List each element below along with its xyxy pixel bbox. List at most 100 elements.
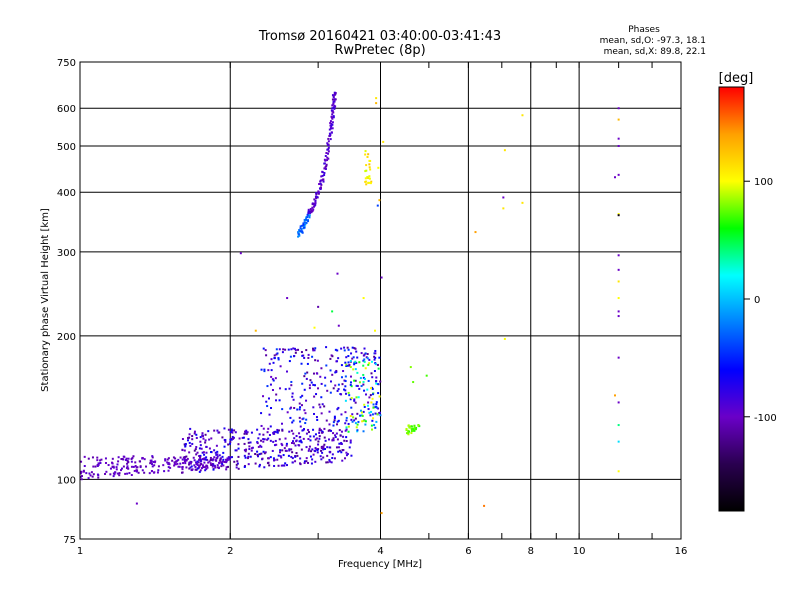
data-point bbox=[483, 504, 486, 507]
data-point bbox=[132, 455, 135, 458]
data-point bbox=[143, 458, 146, 461]
data-point bbox=[149, 462, 152, 465]
data-point bbox=[378, 199, 381, 202]
chart-title: Tromsø 20160421 03:40:00-03:41:43 bbox=[258, 29, 501, 44]
data-point bbox=[298, 416, 301, 419]
data-point bbox=[317, 305, 320, 308]
data-point bbox=[210, 450, 213, 453]
data-point bbox=[294, 444, 297, 447]
data-point bbox=[91, 456, 94, 459]
colorbar-label: [deg] bbox=[719, 71, 754, 86]
data-point bbox=[306, 362, 309, 365]
data-point bbox=[197, 461, 200, 464]
data-point bbox=[291, 392, 294, 395]
data-point bbox=[202, 451, 205, 454]
data-point bbox=[318, 435, 321, 438]
data-point bbox=[111, 457, 114, 460]
data-point bbox=[325, 163, 328, 166]
data-point bbox=[317, 448, 320, 451]
data-point bbox=[177, 465, 180, 468]
data-point bbox=[329, 120, 332, 123]
data-point bbox=[305, 457, 308, 460]
data-point bbox=[306, 213, 309, 216]
data-point bbox=[203, 453, 206, 456]
data-point bbox=[124, 472, 127, 475]
data-point bbox=[139, 465, 142, 468]
data-point bbox=[365, 183, 368, 186]
data-point bbox=[211, 465, 214, 468]
data-point bbox=[198, 447, 201, 450]
data-point bbox=[276, 458, 279, 461]
data-point bbox=[370, 410, 373, 413]
data-point bbox=[617, 310, 620, 313]
data-point bbox=[315, 437, 318, 440]
y-tick-label: 200 bbox=[57, 332, 76, 343]
data-point bbox=[295, 435, 298, 438]
data-point bbox=[371, 419, 374, 422]
data-point bbox=[200, 467, 203, 470]
data-point bbox=[173, 464, 176, 467]
data-point bbox=[135, 469, 138, 472]
data-point bbox=[218, 431, 221, 434]
data-point bbox=[332, 116, 335, 119]
data-point bbox=[294, 455, 297, 458]
data-point bbox=[331, 117, 334, 120]
data-point bbox=[268, 413, 271, 416]
data-point bbox=[287, 454, 290, 457]
data-point bbox=[302, 222, 305, 225]
data-point bbox=[365, 164, 368, 167]
data-point bbox=[334, 434, 337, 437]
data-point bbox=[292, 432, 295, 435]
data-point bbox=[343, 346, 346, 349]
data-point bbox=[221, 436, 224, 439]
x-tick-label: 2 bbox=[227, 546, 233, 557]
data-point bbox=[130, 465, 133, 468]
data-point bbox=[194, 448, 197, 451]
data-point bbox=[347, 361, 350, 364]
data-point bbox=[354, 379, 357, 382]
data-point bbox=[331, 355, 334, 358]
data-point bbox=[188, 467, 191, 470]
data-point bbox=[375, 420, 378, 423]
data-point bbox=[309, 208, 312, 211]
data-point bbox=[194, 465, 197, 468]
data-point bbox=[229, 438, 232, 441]
data-point bbox=[278, 399, 281, 402]
data-point bbox=[191, 468, 194, 471]
data-point bbox=[88, 472, 91, 475]
data-point bbox=[318, 431, 321, 434]
data-point bbox=[204, 458, 207, 461]
data-point bbox=[315, 193, 318, 196]
data-point bbox=[279, 455, 282, 458]
data-point bbox=[122, 465, 125, 468]
data-point bbox=[361, 414, 364, 417]
data-point bbox=[184, 443, 187, 446]
data-point bbox=[331, 453, 334, 456]
data-point bbox=[156, 471, 159, 474]
data-point bbox=[297, 235, 300, 238]
data-point bbox=[280, 442, 283, 445]
data-point bbox=[104, 461, 107, 464]
data-point bbox=[79, 475, 82, 478]
data-point bbox=[617, 254, 620, 257]
data-point bbox=[330, 125, 333, 128]
y-tick-label: 750 bbox=[57, 58, 76, 69]
data-point bbox=[260, 452, 263, 455]
data-point bbox=[285, 444, 288, 447]
data-point bbox=[345, 428, 348, 431]
data-point bbox=[312, 349, 315, 352]
data-point bbox=[346, 364, 349, 367]
data-point bbox=[298, 229, 301, 232]
data-point bbox=[329, 357, 332, 360]
data-point bbox=[345, 363, 348, 366]
data-point bbox=[336, 360, 339, 363]
data-point bbox=[328, 423, 331, 426]
data-point bbox=[231, 435, 234, 438]
data-point bbox=[349, 375, 352, 378]
data-point bbox=[288, 430, 291, 433]
data-point bbox=[216, 453, 219, 456]
data-point bbox=[300, 362, 303, 365]
data-point bbox=[299, 230, 302, 233]
data-point bbox=[319, 375, 322, 378]
data-point bbox=[371, 428, 374, 431]
